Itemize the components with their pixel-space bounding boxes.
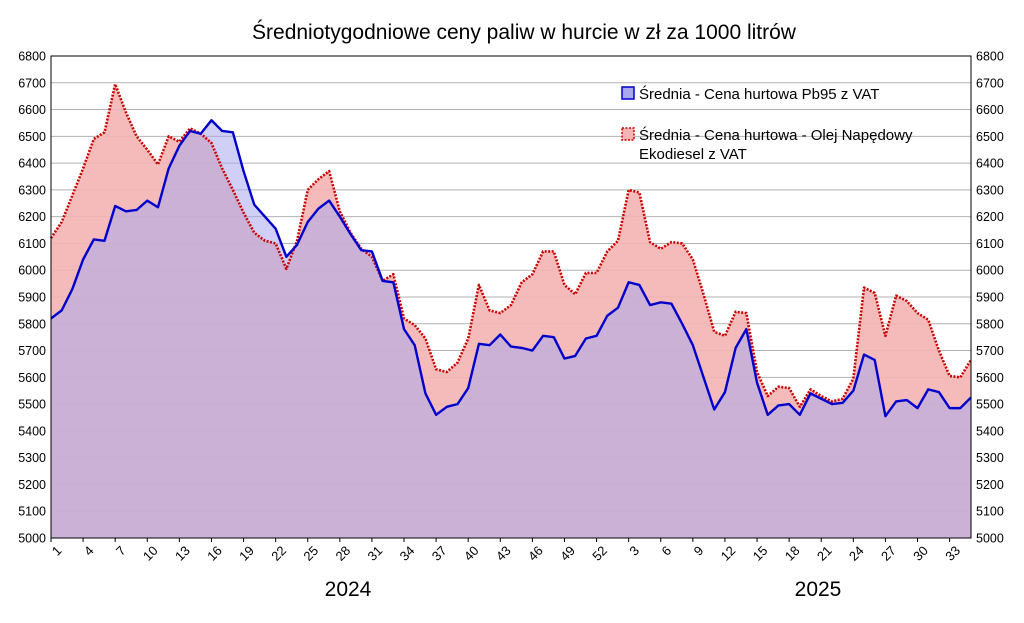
y-tick-label-left: 5200 [18,478,46,492]
y-axis-right: 5000 5100 5200 5300 5400 5500 5600 5700 5800 5900… [976,50,1004,546]
y-tick-label-right: 5200 [976,478,1004,492]
series-lines [49,82,973,418]
y-tick-label-right: 5100 [976,505,1004,519]
y-tick-label-left: 5900 [18,291,46,305]
legend-label-pb95: Średnia - Cena hurtowa Pb95 z VAT [639,85,879,103]
chart-title: Średniotygodniowe ceny paliw w hurcie w … [252,20,797,44]
y-tick-label-left: 6600 [18,103,46,117]
y-tick-label-left: 5100 [18,505,46,519]
y-tick-label-left: 5300 [18,451,46,465]
y-tick-label-left: 5600 [18,371,46,385]
legend-swatch-diesel [621,127,635,141]
y-tick-label-left: 6700 [18,76,46,90]
y-tick-label-right: 5300 [976,451,1004,465]
year-label-2025: 2025 [795,578,842,601]
y-tick-label-right: 5600 [976,371,1004,385]
y-tick-label-left: 6800 [18,50,46,64]
y-tick-label-left: 5000 [18,532,46,546]
y-tick-label-right: 6100 [976,237,1004,251]
y-tick-label-right: 5900 [976,291,1004,305]
plot-frame [50,55,972,539]
legend-label-diesel-line2: Ekodiesel z VAT [639,146,747,163]
y-tick-label-left: 6500 [18,130,46,144]
y-tick-label-left: 6000 [18,264,46,278]
y-tick-label-right: 5000 [976,532,1004,546]
series-areas [51,84,971,539]
y-tick-label-left: 5500 [18,398,46,412]
y-tick-label-right: 6500 [976,130,1004,144]
y-tick-label-right: 6700 [976,76,1004,90]
y-tick-label-right: 6000 [976,264,1004,278]
y-tick-label-right: 5800 [976,317,1004,331]
y-tick-label-right: 6800 [976,50,1004,64]
y-tick-label-right: 5400 [976,424,1004,438]
legend: Średnia - Cena hurtowa Pb95 z VAT Średni… [621,85,913,163]
area-pb95 [51,120,971,539]
legend-label-diesel-line1: Średnia - Cena hurtowa - Olej Napędowy [639,126,913,144]
legend-swatch-pb95 [621,86,635,100]
y-tick-label-left: 6100 [18,237,46,251]
y-tick-label-left: 5700 [18,344,46,358]
y-tick-label-right: 5500 [976,398,1004,412]
y-tick-label-right: 6400 [976,157,1004,171]
y-tick-label-left: 5400 [18,424,46,438]
line-pb95 [50,119,972,418]
y-tick-label-left: 5800 [18,317,46,331]
y-tick-label-right: 6600 [976,103,1004,117]
line-diesel [49,82,973,409]
y-axis-left: 5000 5100 5200 5300 5400 5500 5600 5700 5800 5900… [18,50,46,546]
y-tick-label-left: 6200 [18,210,46,224]
year-label-2024: 2024 [325,578,372,601]
y-tick-label-right: 6200 [976,210,1004,224]
y-tick-label-right: 6300 [976,183,1004,197]
y-tick-label-right: 5700 [976,344,1004,358]
y-tick-label-left: 6400 [18,157,46,171]
y-tick-label-left: 6300 [18,183,46,197]
